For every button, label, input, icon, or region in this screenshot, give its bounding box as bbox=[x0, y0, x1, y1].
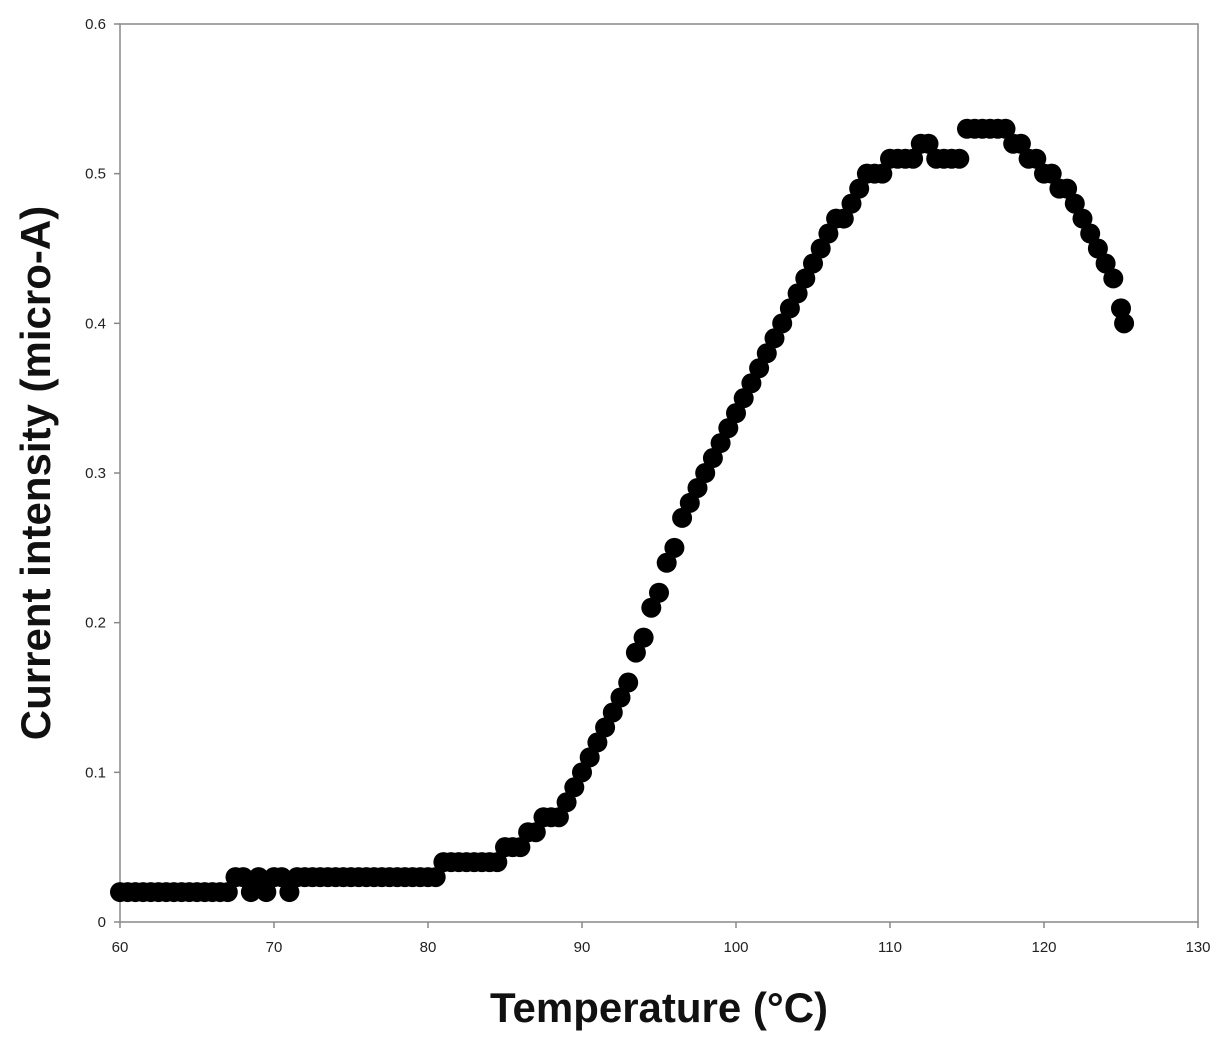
data-point bbox=[1114, 313, 1135, 334]
data-point bbox=[240, 882, 261, 903]
data-point bbox=[787, 283, 808, 304]
data-point bbox=[564, 777, 585, 798]
data-point bbox=[1057, 178, 1078, 199]
data-point bbox=[1095, 253, 1116, 274]
data-point bbox=[1072, 208, 1093, 229]
y-tick-label: 0.4 bbox=[85, 315, 106, 332]
data-point bbox=[1087, 238, 1108, 259]
data-point bbox=[679, 492, 700, 513]
data-point bbox=[1064, 193, 1085, 214]
data-point bbox=[949, 148, 970, 169]
x-axis-title: Temperature (°C) bbox=[490, 984, 828, 1031]
data-point bbox=[1080, 223, 1101, 244]
x-tick-label: 80 bbox=[420, 939, 437, 956]
data-point bbox=[764, 328, 785, 349]
data-point bbox=[918, 133, 939, 154]
data-point bbox=[779, 298, 800, 319]
data-point bbox=[572, 762, 592, 783]
data-point bbox=[610, 687, 631, 708]
data-point bbox=[1041, 163, 1062, 184]
data-point bbox=[995, 118, 1016, 139]
data-point bbox=[649, 582, 669, 603]
data-point bbox=[641, 597, 662, 618]
data-point bbox=[633, 627, 654, 648]
data-point bbox=[818, 223, 839, 244]
data-point bbox=[248, 867, 269, 888]
data-point bbox=[556, 792, 577, 813]
x-tick-label: 100 bbox=[723, 939, 748, 956]
data-point bbox=[710, 433, 731, 454]
data-point bbox=[595, 717, 616, 738]
data-point bbox=[810, 238, 831, 259]
y-tick-label: 0 bbox=[98, 914, 106, 931]
data-point bbox=[625, 642, 646, 663]
x-tick-label: 70 bbox=[266, 939, 283, 956]
data-point bbox=[726, 403, 746, 424]
data-point bbox=[579, 747, 600, 768]
data-point bbox=[602, 702, 623, 723]
data-point bbox=[872, 163, 893, 184]
y-tick-label: 0.2 bbox=[85, 615, 106, 632]
data-point bbox=[718, 418, 739, 439]
data-point bbox=[510, 837, 531, 858]
y-tick-label: 0.6 bbox=[85, 16, 106, 33]
data-point bbox=[618, 672, 639, 693]
data-point bbox=[695, 463, 716, 483]
data-point bbox=[1111, 298, 1131, 319]
x-tick-label: 110 bbox=[878, 939, 902, 956]
data-point bbox=[687, 477, 708, 498]
y-axis-title: Current intensity (micro-A) bbox=[12, 206, 59, 740]
x-tick-label: 120 bbox=[1031, 939, 1056, 956]
data-point bbox=[525, 822, 546, 843]
data-point bbox=[741, 373, 762, 394]
data-point bbox=[425, 867, 446, 888]
data-point bbox=[548, 807, 569, 828]
data-point bbox=[279, 882, 300, 903]
data-point bbox=[664, 537, 685, 558]
y-tick-label: 0.3 bbox=[85, 465, 106, 482]
data-point bbox=[733, 388, 754, 409]
data-point bbox=[217, 882, 238, 903]
data-point bbox=[656, 552, 677, 573]
data-point bbox=[233, 867, 254, 888]
x-tick-label: 130 bbox=[1185, 939, 1210, 956]
data-point bbox=[772, 313, 793, 334]
data-point bbox=[1010, 133, 1031, 154]
data-point bbox=[672, 507, 693, 528]
x-tick-label: 90 bbox=[574, 939, 591, 956]
data-point bbox=[749, 358, 770, 379]
y-tick-label: 0.5 bbox=[85, 166, 106, 183]
data-point bbox=[271, 867, 292, 888]
data-point bbox=[803, 253, 823, 274]
data-point bbox=[833, 208, 854, 229]
data-point bbox=[1103, 268, 1124, 289]
x-tick-label: 60 bbox=[112, 939, 129, 956]
data-point bbox=[849, 178, 870, 199]
y-tick-label: 0.1 bbox=[85, 764, 106, 781]
data-point bbox=[795, 268, 816, 289]
data-point bbox=[903, 148, 924, 169]
data-point bbox=[756, 343, 777, 364]
data-point bbox=[256, 882, 277, 903]
data-point bbox=[702, 448, 723, 469]
data-point bbox=[1026, 148, 1047, 169]
data-point bbox=[841, 193, 862, 214]
data-point bbox=[487, 852, 508, 873]
data-point bbox=[587, 732, 608, 753]
